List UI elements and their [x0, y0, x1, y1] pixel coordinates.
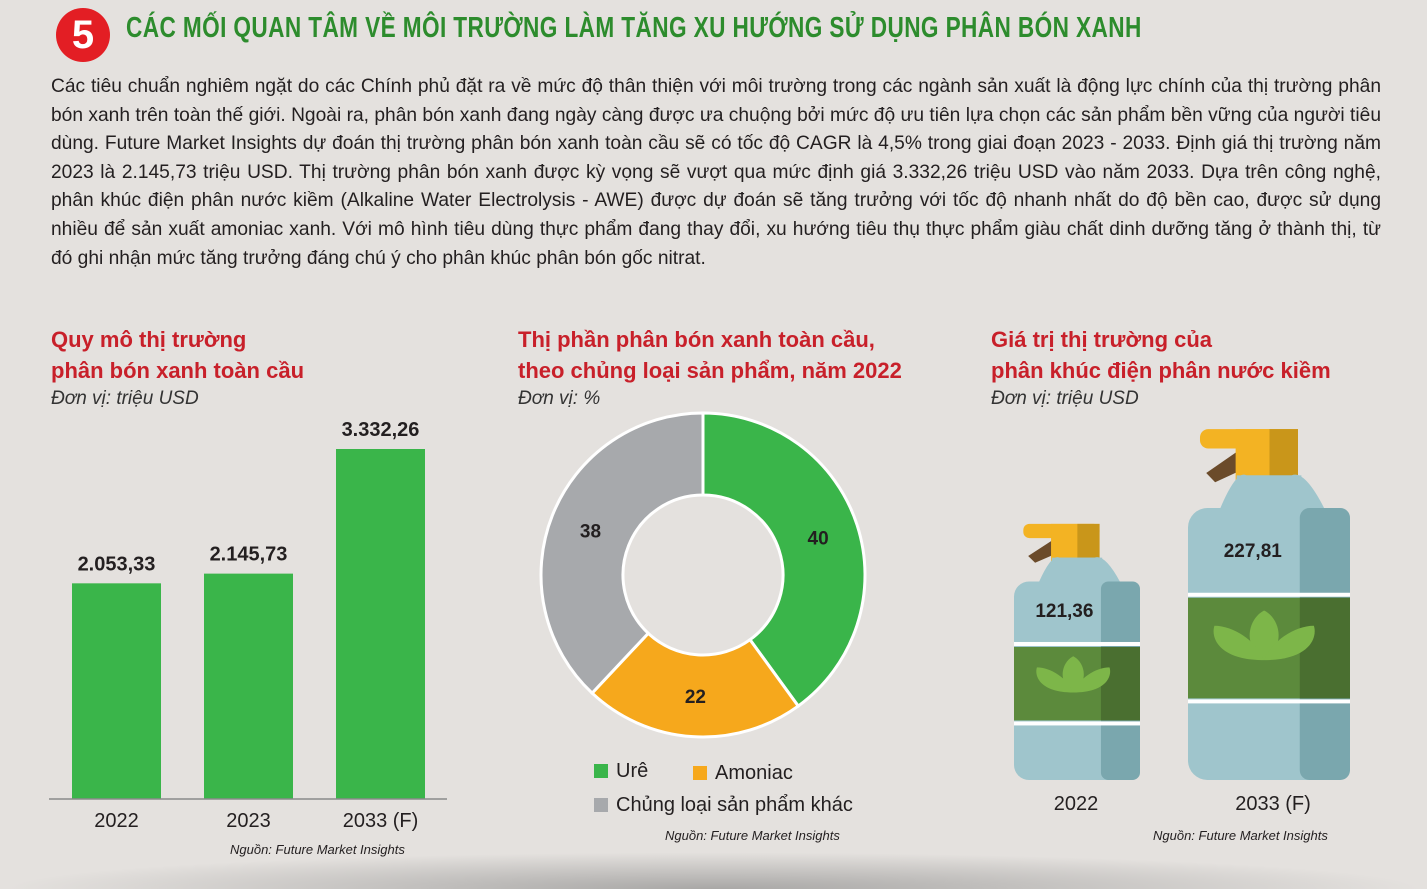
leaf-left-0: [1036, 667, 1074, 693]
bar-chart-title-line2: phân bón xanh toàn cầu: [51, 358, 305, 383]
donut-slice-1: [589, 631, 801, 739]
legend-label-amoniac: Amoniac: [715, 762, 793, 784]
bar-0: [72, 583, 161, 799]
bottle-chart-title: Giá trị thị trường của phân khúc điện ph…: [991, 324, 1331, 386]
leaf-right-1: [1264, 625, 1315, 661]
leaf-icon-0: [1036, 656, 1111, 693]
donut-chart-source: Nguồn: Future Market Insights: [665, 828, 840, 843]
bottle-chart-title-line2: phân khúc điện phân nước kiềm: [991, 358, 1331, 383]
bar-category-label-2: 2033 (F): [343, 810, 419, 832]
bottle-chart-source: Nguồn: Future Market Insights: [1153, 828, 1328, 843]
donut-chart-title: Thị phần phân bón xanh toàn cầu, theo ch…: [518, 324, 902, 386]
spray-bottle-icon-0: [1014, 523, 1140, 780]
donut-value-label-0: 40: [808, 529, 829, 550]
legend-swatch-ure: [594, 764, 608, 778]
donut-value-label-1: 22: [685, 687, 706, 708]
bottle-chart-unit: Đơn vị: triệu USD: [991, 388, 1139, 409]
leaf-center-1: [1249, 610, 1279, 661]
bottom-shadow: [0, 852, 1427, 889]
donut-slice-2: [539, 411, 705, 696]
spray-bottle-icon-1: [1188, 429, 1350, 780]
bar-category-label-0: 2022: [94, 810, 139, 832]
bottle-label-line-bottom-1: [1188, 699, 1350, 704]
legend-label-other: Chủng loại sản phẩm khác: [616, 794, 853, 816]
legend-swatch-other: [594, 798, 608, 812]
leaf-icon-1: [1213, 610, 1315, 661]
bar-value-label-2: 3.332,26: [342, 419, 420, 441]
leaf-center-0: [1062, 656, 1084, 693]
legend-label-ure: Urê: [616, 760, 649, 782]
section-number-badge: 5: [56, 8, 110, 62]
legend-swatch-amoniac: [693, 766, 707, 780]
leaf-right-0: [1073, 667, 1111, 693]
legend-item-amoniac: Amoniac: [693, 762, 793, 785]
leaf-left-1: [1213, 625, 1265, 661]
bar-category-label-1: 2023: [226, 810, 271, 832]
bottle-label-line-top-1: [1188, 592, 1350, 597]
bar-1: [204, 573, 293, 799]
bottle-label-line-bottom-0: [1014, 721, 1140, 726]
donut-value-label-2: 38: [580, 521, 601, 542]
bottle-value-label-0: 121,36: [1035, 601, 1093, 622]
bottle-chart-title-line1: Giá trị thị trường của: [991, 327, 1213, 352]
intro-paragraph: Các tiêu chuẩn nghiêm ngặt do các Chính …: [51, 76, 1381, 269]
bar-chart-title: Quy mô thị trường phân bón xanh toàn cầu: [51, 324, 304, 386]
bar-value-label-1: 2.145,73: [210, 544, 288, 566]
donut-chart-title-line2: theo chủng loại sản phẩm, năm 2022: [518, 358, 902, 383]
legend-item-other: Chủng loại sản phẩm khác: [594, 794, 853, 817]
bottle-category-label-0: 2022: [1054, 793, 1099, 815]
bottle-value-label-1: 227,81: [1224, 541, 1283, 562]
bottle-shoulder-0: [1039, 557, 1120, 582]
legend-item-ure: Urê: [594, 760, 648, 783]
bottle-shoulder-1: [1220, 474, 1325, 508]
donut-slice-0: [701, 411, 867, 709]
bottle-label-shade-1: [1299, 597, 1350, 699]
bottle-category-label-1: 2033 (F): [1235, 793, 1311, 815]
bar-2: [336, 449, 425, 799]
bar-chart-title-line1: Quy mô thị trường: [51, 327, 247, 352]
bottle-label-line-top-0: [1014, 641, 1140, 646]
bar-chart-unit: Đơn vị: triệu USD: [51, 388, 199, 409]
page-title: CÁC MỐI QUAN TÂM VỀ MÔI TRƯỜNG LÀM TĂNG …: [126, 12, 1142, 44]
bottle-label-shade-0: [1100, 646, 1140, 721]
donut-chart-title-line1: Thị phần phân bón xanh toàn cầu,: [518, 327, 875, 352]
donut-chart-unit: Đơn vị: %: [518, 388, 601, 409]
bar-value-label-0: 2.053,33: [78, 553, 156, 575]
